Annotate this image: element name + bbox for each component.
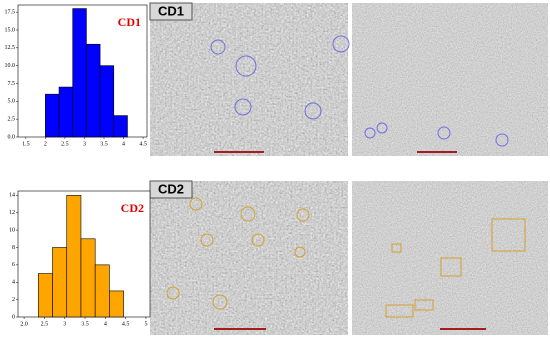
x-tick-label: 3 [83, 141, 86, 147]
particle-markers [166, 197, 526, 318]
bar [72, 8, 87, 138]
bar [86, 43, 101, 138]
bar [45, 93, 60, 138]
particle-markers [210, 35, 509, 147]
bar [58, 86, 74, 138]
y-tick-label: 8 [12, 245, 15, 251]
image-label: CD1 [158, 3, 184, 18]
y-tick-label: 4 [12, 280, 15, 286]
y-tick-label: 2 [12, 297, 15, 303]
x-tick-label: 3 [63, 321, 66, 327]
bar [66, 195, 82, 318]
y-tick-label: 14 [9, 193, 15, 199]
y-tick-label: 15.0 [5, 27, 16, 33]
image-label-box [149, 2, 193, 21]
x-tick-label: 1.5 [22, 141, 30, 147]
x-tick-label: 5 [144, 321, 147, 327]
x-tick-label: 3.5 [81, 321, 89, 327]
y-tick-label: 12.5 [5, 45, 16, 51]
y-tick-label: 2.5 [8, 117, 16, 123]
x-tick-label: 4 [104, 321, 107, 327]
x-tick-label: 4 [122, 141, 125, 147]
image-label-box [149, 180, 193, 199]
y-tick-label: 6 [12, 262, 15, 268]
y-tick-label: 0 [12, 314, 15, 320]
x-tick-label: 4.5 [139, 141, 147, 147]
tem-images: CD1 CD2 [149, 2, 548, 335]
tem-image [150, 3, 348, 156]
x-tick-label: 2.5 [41, 321, 49, 327]
bar [99, 65, 115, 138]
bar [94, 264, 110, 318]
chart-title: CD1 [118, 15, 141, 29]
x-tick-label: 4.5 [122, 321, 130, 327]
image-label: CD2 [158, 181, 184, 196]
y-tick-label: 10.0 [5, 63, 16, 69]
x-tick-label: 3.5 [100, 141, 108, 147]
scale-bars [214, 151, 486, 330]
tem-image [150, 181, 348, 335]
bar [113, 115, 128, 138]
y-tick-label: 0.0 [8, 134, 16, 140]
bar [80, 238, 96, 318]
y-tick-label: 10 [9, 227, 15, 233]
bar [52, 247, 68, 318]
x-tick-label: 2 [44, 141, 47, 147]
x-tick-label: 2.0 [20, 321, 28, 327]
chart-title: CD2 [121, 201, 144, 215]
y-tick-label: 17.5 [5, 10, 16, 16]
y-tick-label: 5.0 [8, 99, 16, 105]
y-tick-label: 7.5 [8, 81, 16, 87]
y-tick-label: 12 [9, 210, 15, 216]
bar [38, 273, 53, 318]
x-tick-label: 2.5 [61, 141, 69, 147]
bar [109, 290, 124, 318]
